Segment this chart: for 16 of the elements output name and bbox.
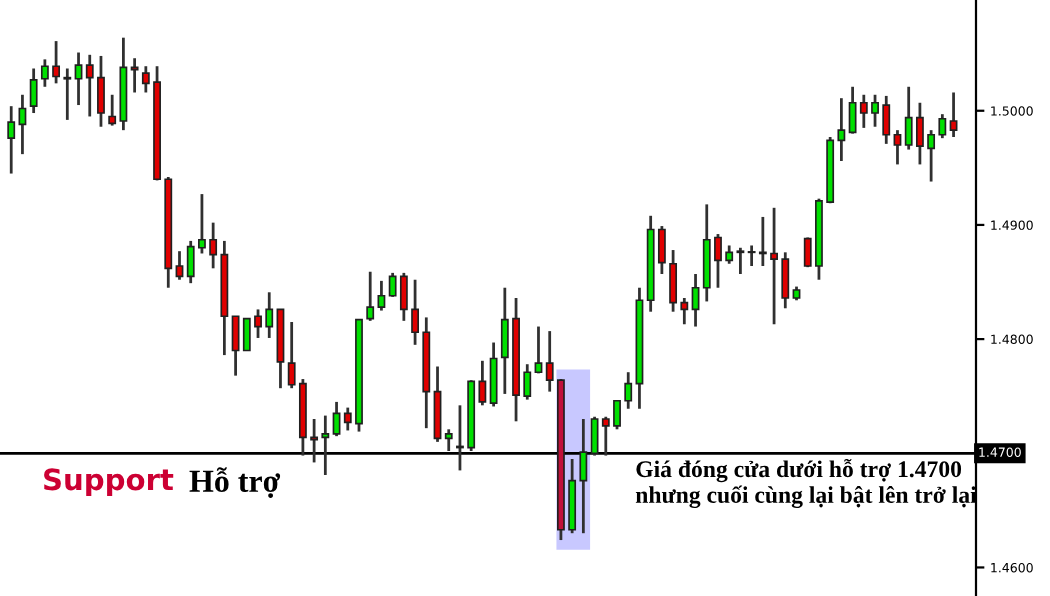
candlestick [332, 400, 341, 438]
candlestick [949, 91, 958, 139]
candlestick [590, 415, 599, 457]
candlestick [893, 128, 902, 166]
candlestick [366, 270, 375, 323]
candlestick [444, 427, 453, 453]
annotation: Support [44, 468, 174, 497]
candlestick [534, 325, 543, 375]
candlestick [74, 51, 83, 107]
annotation: Giá đóng cửa dưới hỗ trợ 1.4700 nhưng cuối cùng lại bật lên trở lại [635, 458, 977, 508]
candlestick [489, 341, 498, 408]
candlestick [175, 249, 184, 282]
annotation: Hỗ trợ [189, 467, 281, 498]
candlestick [7, 104, 16, 175]
candlestick [63, 67, 72, 122]
candlestick [377, 279, 386, 312]
